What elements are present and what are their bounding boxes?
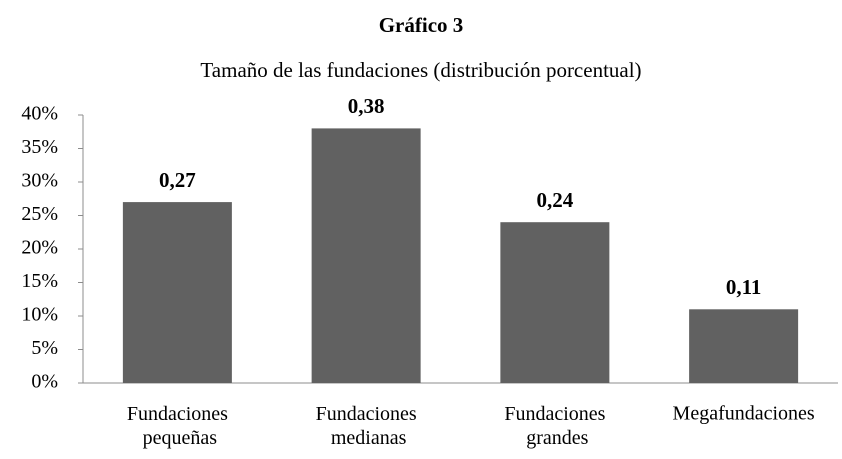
value-label: 0,38 [348,94,385,118]
y-tick-label: 5% [31,337,58,359]
chart-title: Gráfico 3 [379,13,464,37]
y-tick-label: 20% [21,237,58,259]
y-tick-label: 40% [21,103,58,125]
y-tick-label: 0% [31,371,58,393]
chart-subtitle: Tamaño de las fundaciones (distribución … [200,58,641,82]
x-tick-label: Fundaciones medianas [316,403,417,449]
y-tick-label: 25% [21,203,58,225]
x-tick-label: Fundaciones grandes [504,403,605,449]
bar [122,202,232,383]
y-tick-label: 30% [21,170,58,192]
value-label: 0,27 [159,168,196,192]
bar [500,222,610,383]
bar [689,309,799,383]
value-label: 0,11 [726,275,762,299]
x-tick-label: Megafundaciones [673,403,815,425]
x-tick-label: Fundaciones pequeñas [127,403,228,449]
value-label: 0,24 [537,188,574,212]
y-tick-label: 15% [21,270,58,292]
bar [311,128,421,383]
y-tick-label: 35% [21,136,58,158]
y-tick-label: 10% [21,304,58,326]
